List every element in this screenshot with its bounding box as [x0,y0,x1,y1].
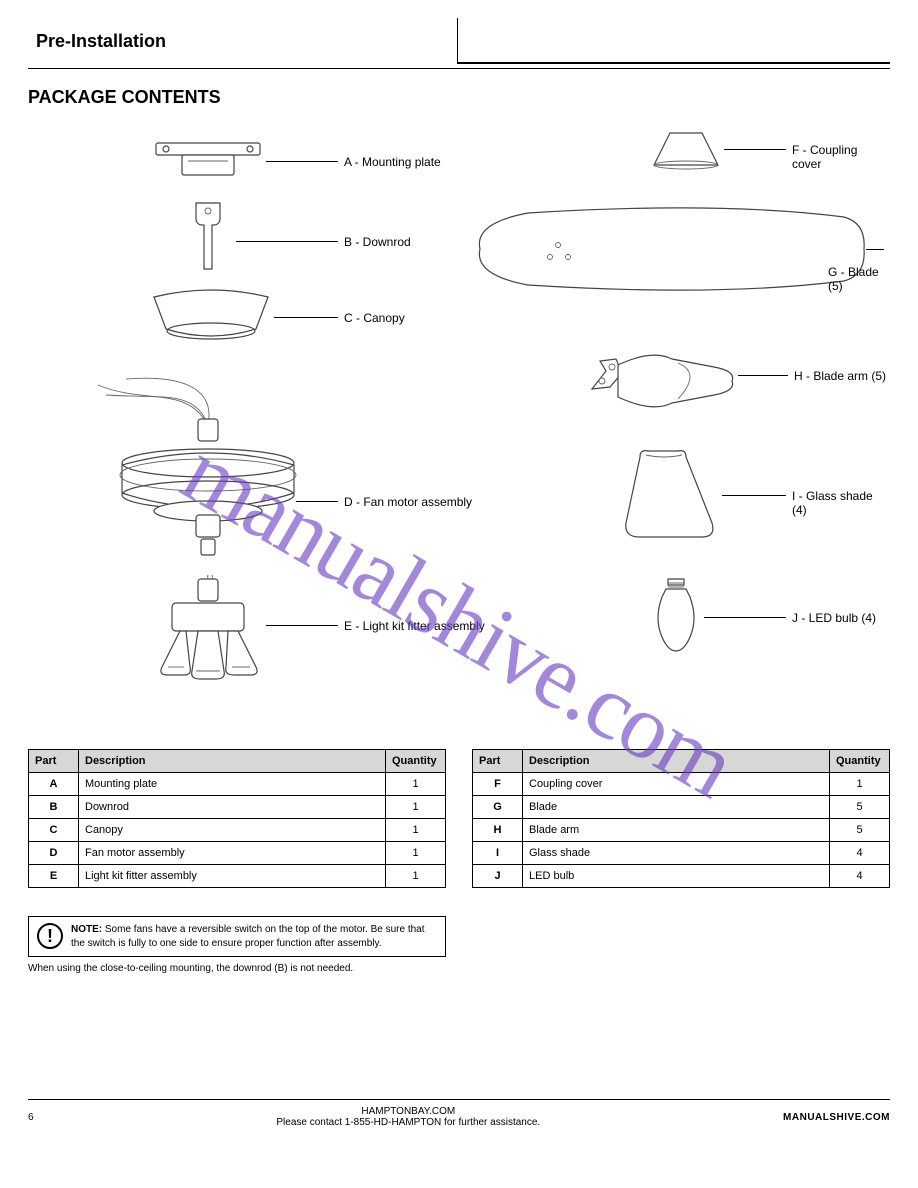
th-part: Part [473,750,523,773]
cell: 1 [386,773,446,796]
label-i: I - Glass shade (4) [792,489,890,517]
leader-h [738,375,788,376]
cell: 1 [386,842,446,865]
table-row: H Blade arm 5 [473,819,890,842]
label-d: D - Fan motor assembly [344,495,472,509]
cell: Glass shade [523,842,830,865]
th-qty: Quantity [830,750,890,773]
table-row: F Coupling cover 1 [473,773,890,796]
label-c: C - Canopy [344,311,405,325]
cell: J [473,865,523,888]
cell: Blade [523,796,830,819]
table-row: I Glass shade 4 [473,842,890,865]
part-c-illustration [146,289,276,347]
note-body: Some fans have a reversible switch on th… [71,924,425,949]
cell: 5 [830,796,890,819]
package-heading: PACKAGE CONTENTS [28,87,221,108]
parts-table-right: Part Description Quantity F Coupling cov… [472,749,890,888]
part-j-illustration [646,575,706,661]
label-f: F - Coupling cover [792,143,890,171]
footer: 6 HAMPTONBAY.COM Please contact 1-855-HD… [28,1099,890,1128]
label-g: G - Blade (5) [828,265,890,293]
header-band: Pre-Installation [28,18,890,64]
cell: G [473,796,523,819]
leader-d [296,501,338,502]
part-f-illustration [646,127,726,173]
footer-phone: Please contact 1-855-HD-HAMPTON for furt… [34,1117,783,1128]
cell: Mounting plate [79,773,386,796]
th-qty: Quantity [386,750,446,773]
th-desc: Description [79,750,386,773]
cell: 5 [830,819,890,842]
leader-e [266,625,338,626]
cell: 1 [830,773,890,796]
part-h-illustration [582,331,742,417]
cell: F [473,773,523,796]
label-j: J - LED bulb (4) [792,611,876,625]
cell: 1 [386,819,446,842]
cell: I [473,842,523,865]
parts-table-left: Part Description Quantity A Mounting pla… [28,749,446,888]
cell: D [29,842,79,865]
cell: Blade arm [523,819,830,842]
label-e: E - Light kit fitter assembly [344,619,485,633]
th-desc: Description [523,750,830,773]
tables-row: Part Description Quantity A Mounting pla… [28,749,890,888]
cell: 1 [386,796,446,819]
part-g-illustration [468,199,868,299]
table-row: B Downrod 1 [29,796,446,819]
table-row: D Fan motor assembly 1 [29,842,446,865]
cell: Downrod [79,796,386,819]
cell: A [29,773,79,796]
section-title: Pre-Installation [28,18,458,64]
leader-g [866,249,884,250]
post-note: When using the close-to-ceiling mounting… [28,963,448,974]
cell: Coupling cover [523,773,830,796]
note-bold: NOTE: [71,924,102,935]
leader-f [724,149,786,150]
table-row: A Mounting plate 1 [29,773,446,796]
cell: 1 [386,865,446,888]
table-row: E Light kit fitter assembly 1 [29,865,446,888]
cell: LED bulb [523,865,830,888]
leader-c [274,317,338,318]
footer-link[interactable]: MANUALSHIVE.COM [783,1112,890,1123]
table-row: J LED bulb 4 [473,865,890,888]
cell: Fan motor assembly [79,842,386,865]
cell: E [29,865,79,888]
footer-site: HAMPTONBAY.COM [34,1106,783,1117]
label-h: H - Blade arm (5) [794,369,886,383]
table-row: C Canopy 1 [29,819,446,842]
part-d-illustration [86,355,326,565]
leader-a [266,161,338,162]
cell: 4 [830,865,890,888]
th-part: Part [29,750,79,773]
leader-i [722,495,786,496]
leader-b [236,241,338,242]
part-e-illustration [128,575,288,695]
cell: C [29,819,79,842]
cell: H [473,819,523,842]
footer-center: HAMPTONBAY.COM Please contact 1-855-HD-H… [34,1106,783,1128]
part-i-illustration [616,445,726,545]
table-row: G Blade 5 [473,796,890,819]
note-text: NOTE: Some fans have a reversible switch… [71,923,435,950]
diagram-area: PACKAGE CONTENTS A - Mounting plate B - … [28,69,890,743]
label-a: A - Mounting plate [344,155,441,169]
cell: B [29,796,79,819]
part-b-illustration [178,199,238,277]
note-box: ! NOTE: Some fans have a reversible swit… [28,916,446,957]
part-a-illustration [148,137,268,187]
cell: Light kit fitter assembly [79,865,386,888]
cell: Canopy [79,819,386,842]
leader-j [704,617,786,618]
alert-icon: ! [37,923,63,949]
cell: 4 [830,842,890,865]
label-b: B - Downrod [344,235,411,249]
